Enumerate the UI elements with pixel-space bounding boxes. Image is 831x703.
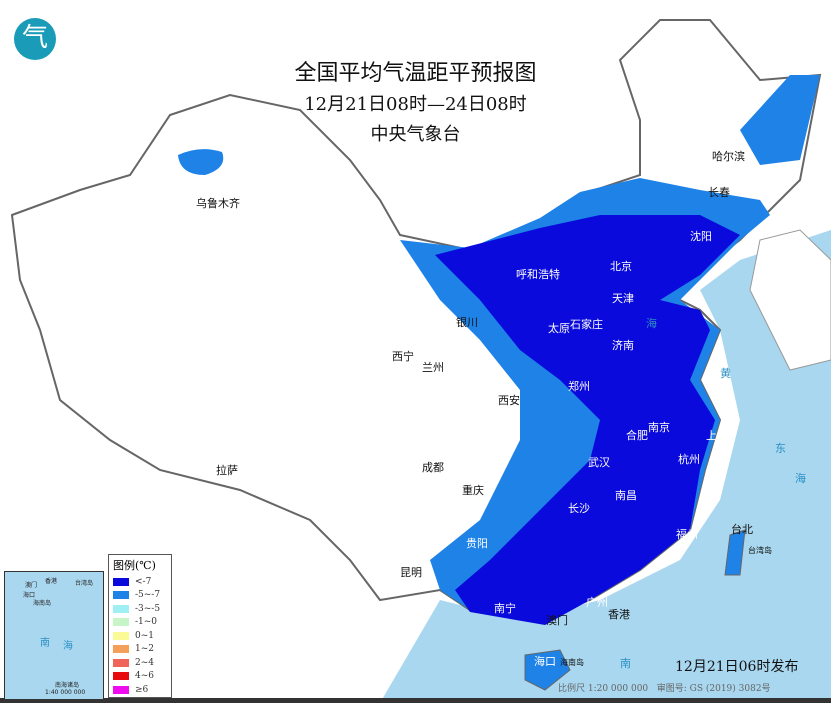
legend-label: ≥6 bbox=[135, 684, 149, 695]
city-label: 沈阳 bbox=[690, 230, 712, 243]
city-label: 成都 bbox=[422, 461, 444, 474]
legend-item: <-7 bbox=[109, 575, 171, 589]
city-label: 海南岛 bbox=[560, 658, 584, 667]
map-number: 审图号: GS (2019) 3082号 bbox=[656, 684, 771, 694]
city-label: 海口 bbox=[534, 655, 556, 668]
legend-label: 4~6 bbox=[135, 671, 154, 682]
city-label: 长沙 bbox=[568, 502, 590, 515]
legend-label: 1~2 bbox=[135, 644, 154, 655]
forecast-period: 12月21日08时—24日08时 bbox=[304, 94, 527, 115]
city-label: 呼和浩特 bbox=[516, 268, 560, 281]
scale-and-map-number: 比例尺 1:20 000 000 审图号: GS (2019) 3082号 bbox=[558, 681, 771, 694]
legend-swatch bbox=[113, 672, 129, 681]
hainan-island bbox=[524, 649, 571, 691]
inset-label: 南 bbox=[40, 638, 50, 649]
legend-item: 2~4 bbox=[109, 656, 171, 670]
city-label: 台北 bbox=[731, 523, 753, 536]
inset-label: 南海诸岛 bbox=[55, 682, 80, 689]
legend-swatch bbox=[113, 604, 129, 613]
legend-item: -5~-7 bbox=[109, 589, 171, 603]
legend-label: <-7 bbox=[135, 576, 152, 587]
city-label: 南宁 bbox=[494, 602, 516, 615]
city-label: 澳门 bbox=[546, 614, 568, 627]
city-label: 哈尔滨 bbox=[712, 150, 745, 163]
cma-logo: 气 bbox=[14, 18, 56, 60]
sea-label-yellow: 黄 bbox=[720, 367, 731, 380]
taiwan-label: 台湾岛 bbox=[748, 546, 772, 555]
city-label: 香港 bbox=[608, 608, 630, 621]
legend-swatch bbox=[113, 591, 129, 600]
city-label: 天津 bbox=[612, 292, 634, 305]
city-label: 武汉 bbox=[588, 456, 610, 469]
south-china-sea-inset: 澳门 香港 台湾岛 海口 海南岛 南 海 南海诸岛 1:40 000 000 bbox=[4, 571, 104, 700]
legend-swatch bbox=[113, 577, 129, 586]
city-label: 银川 bbox=[456, 316, 478, 329]
city-label: 广州 bbox=[586, 596, 608, 609]
inset-label: 海南岛 bbox=[33, 600, 52, 607]
city-label: 济南 bbox=[612, 339, 634, 352]
legend-swatch bbox=[113, 658, 129, 667]
city-label: 昆明 bbox=[400, 566, 422, 579]
publish-time: 12月21日06时发布 bbox=[675, 659, 799, 675]
city-label: 合肥 bbox=[626, 429, 648, 442]
legend-swatch bbox=[113, 685, 129, 694]
city-label: 拉萨 bbox=[216, 464, 238, 477]
city-label: 南昌 bbox=[615, 489, 637, 502]
legend-title: 图例(℃) bbox=[113, 559, 156, 572]
legend-swatch bbox=[113, 631, 129, 640]
inset-label: 海口 bbox=[23, 592, 36, 599]
sea-label-east: 东 bbox=[775, 442, 786, 455]
anomaly-region-below-minus7 bbox=[435, 215, 740, 625]
inset-label: 香港 bbox=[45, 578, 58, 585]
city-label: 太原 bbox=[548, 322, 570, 335]
anomaly-region-minus5-7-northeast bbox=[740, 75, 820, 165]
city-label: 长春 bbox=[708, 186, 730, 199]
city-label: 重庆 bbox=[462, 484, 484, 497]
city-label: 石家庄 bbox=[570, 318, 603, 331]
city-label: 西宁 bbox=[392, 350, 414, 363]
map-scale: 比例尺 1:20 000 000 bbox=[558, 684, 649, 694]
anomaly-region-minus5-7-xinjiang bbox=[178, 149, 224, 175]
city-label: 北京 bbox=[610, 260, 632, 273]
taiwan-island bbox=[724, 529, 746, 576]
city-label: 杭州 bbox=[678, 453, 700, 466]
legend: 图例(℃) <-7 -5~-7 -3~-5 -1~0 0~1 1~2 2~4 4~6 ≥6 bbox=[108, 554, 172, 698]
issuing-agency: 中央气象台 bbox=[370, 124, 461, 145]
legend-swatch bbox=[113, 645, 129, 654]
city-label: 上海 bbox=[706, 429, 728, 442]
sea-label-bohai: 海 bbox=[646, 317, 657, 330]
legend-label: -3~-5 bbox=[135, 603, 161, 614]
sea-area bbox=[380, 230, 831, 703]
city-label: 郑州 bbox=[568, 380, 590, 393]
sea-label-east-2: 海 bbox=[795, 472, 806, 485]
legend-item: -1~0 bbox=[109, 616, 171, 630]
korea-land bbox=[749, 229, 831, 371]
city-label: 兰州 bbox=[422, 361, 444, 374]
city-label: 贵阳 bbox=[466, 537, 488, 550]
legend-label: -1~0 bbox=[135, 617, 158, 628]
inset-label: 澳门 bbox=[25, 582, 38, 589]
map-title: 全国平均气温距平预报图 bbox=[294, 61, 537, 86]
legend-item: -3~-5 bbox=[109, 602, 171, 616]
legend-label: 0~1 bbox=[135, 630, 154, 641]
legend-item: ≥6 bbox=[109, 683, 171, 697]
sea-label-south: 南 bbox=[620, 657, 631, 670]
inset-scale: 1:40 000 000 bbox=[45, 689, 86, 696]
legend-item: 4~6 bbox=[109, 670, 171, 684]
inset-label: 台湾岛 bbox=[75, 580, 94, 587]
legend-swatch bbox=[113, 618, 129, 627]
city-label: 西安 bbox=[498, 394, 520, 407]
city-label: 乌鲁木齐 bbox=[196, 197, 240, 210]
legend-item: 1~2 bbox=[109, 643, 171, 657]
legend-item: 0~1 bbox=[109, 629, 171, 643]
inset-label: 海 bbox=[63, 641, 73, 652]
legend-label: 2~4 bbox=[135, 657, 154, 668]
city-label: 福州 bbox=[676, 528, 698, 541]
city-label: 南京 bbox=[648, 421, 670, 434]
legend-label: -5~-7 bbox=[135, 590, 161, 601]
